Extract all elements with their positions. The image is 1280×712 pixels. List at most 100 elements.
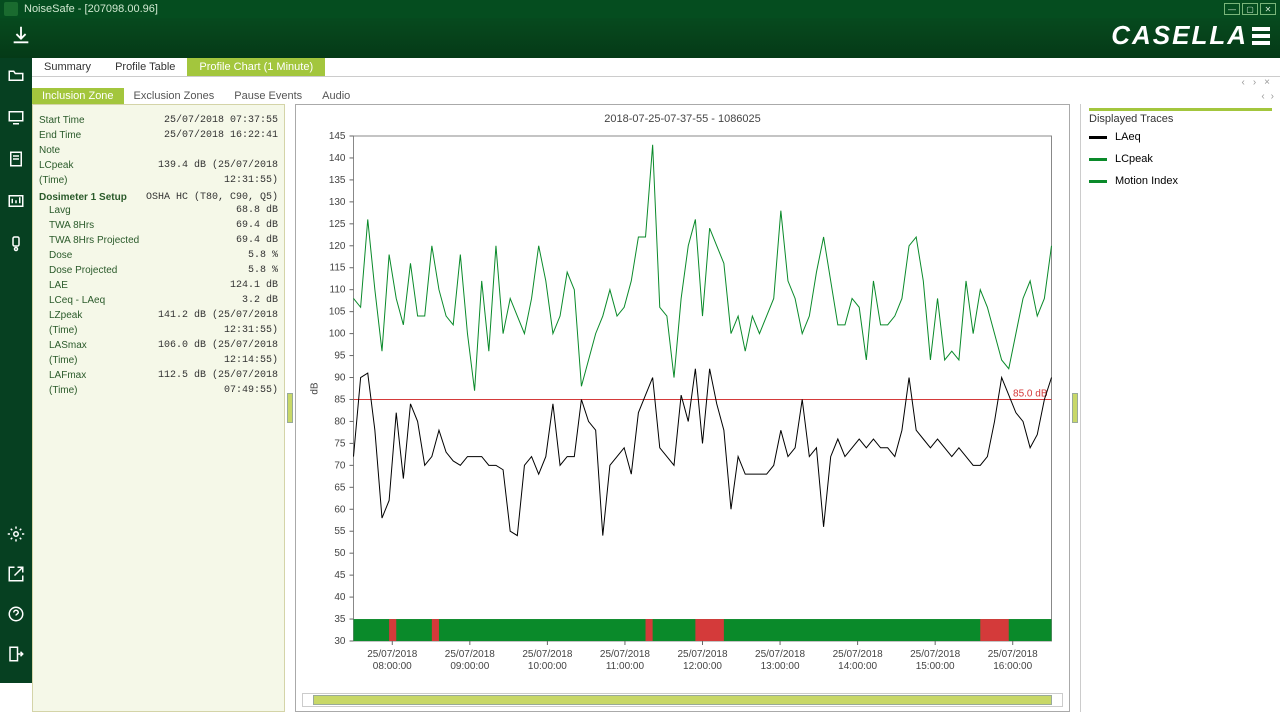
info-row: LCeq - LAeq3.2 dB <box>39 293 278 308</box>
chart-x-scrollbar[interactable] <box>302 693 1063 707</box>
trace-label: LCpeak <box>1115 153 1153 165</box>
svg-text:45: 45 <box>334 570 346 581</box>
svg-text:25/07/2018: 25/07/2018 <box>677 649 727 660</box>
svg-text:11:00:00: 11:00:00 <box>606 661 645 672</box>
svg-text:35: 35 <box>334 614 346 625</box>
tab-profile-table[interactable]: Profile Table <box>103 58 187 76</box>
svg-text:25/07/2018: 25/07/2018 <box>445 649 495 660</box>
svg-text:110: 110 <box>330 285 346 296</box>
info-section-heading: Dosimeter 1 SetupOSHA HC (T80, C90, Q5) <box>39 192 278 203</box>
sub-tabs: Inclusion ZoneExclusion ZonesPause Event… <box>32 88 1280 104</box>
tab-prev-icon[interactable]: ‹ <box>1241 77 1244 88</box>
svg-text:115: 115 <box>330 263 346 274</box>
svg-text:65: 65 <box>334 482 346 493</box>
trace-swatch <box>1089 180 1107 183</box>
svg-text:145: 145 <box>329 131 346 142</box>
nav-export-icon[interactable] <box>7 565 25 583</box>
subtab-exclusion-zones[interactable]: Exclusion Zones <box>124 88 225 104</box>
subtab-inclusion-zone[interactable]: Inclusion Zone <box>32 88 124 104</box>
trace-swatch <box>1089 136 1107 139</box>
subtab-prev-icon[interactable]: ‹ <box>1261 91 1264 102</box>
svg-text:30: 30 <box>334 636 346 647</box>
trace-label: LAeq <box>1115 131 1141 143</box>
app-icon <box>4 2 18 16</box>
profile-chart[interactable]: 3035404550556065707580859095100105110115… <box>302 131 1063 691</box>
traces-panel: Displayed Traces LAeq LCpeak Motion Index <box>1080 104 1280 712</box>
chart-y-slider-right[interactable] <box>1070 104 1080 712</box>
svg-text:40: 40 <box>334 592 346 603</box>
svg-text:25/07/2018: 25/07/2018 <box>522 649 572 660</box>
svg-text:135: 135 <box>329 175 346 186</box>
tab-summary[interactable]: Summary <box>32 58 103 76</box>
svg-text:60: 60 <box>334 504 346 515</box>
svg-text:12:00:00: 12:00:00 <box>683 661 722 672</box>
trace-swatch <box>1089 158 1107 161</box>
svg-text:15:00:00: 15:00:00 <box>916 661 955 672</box>
chart-title: 2018-07-25-07-37-55 - 1086025 <box>302 109 1063 131</box>
svg-text:75: 75 <box>334 438 346 449</box>
brand-logo: CASELLA <box>1111 20 1270 51</box>
info-row: LCpeak (Time)139.4 dB (25/07/2018 12:31:… <box>39 158 278 188</box>
info-row: LASmax (Time)106.0 dB (25/07/2018 12:14:… <box>39 338 278 368</box>
chart-y-slider-left[interactable] <box>285 104 295 712</box>
trace-item[interactable]: LCpeak <box>1089 153 1272 165</box>
title-bar: NoiseSafe - [207098.00.96] — ▢ ✕ <box>0 0 1280 18</box>
svg-text:14:00:00: 14:00:00 <box>838 661 877 672</box>
svg-text:25/07/2018: 25/07/2018 <box>367 649 417 660</box>
tab-next-icon[interactable]: › <box>1253 77 1256 88</box>
subtab-next-icon[interactable]: › <box>1271 91 1274 102</box>
svg-text:100: 100 <box>329 329 346 340</box>
svg-text:55: 55 <box>334 526 346 537</box>
svg-text:25/07/2018: 25/07/2018 <box>755 649 805 660</box>
svg-text:25/07/2018: 25/07/2018 <box>833 649 883 660</box>
close-button[interactable]: ✕ <box>1260 3 1276 15</box>
svg-text:85: 85 <box>334 394 346 405</box>
trace-item[interactable]: LAeq <box>1089 131 1272 143</box>
nav-help-icon[interactable] <box>7 605 25 623</box>
svg-text:125: 125 <box>329 219 346 230</box>
svg-text:105: 105 <box>329 307 346 318</box>
info-row: Start Time25/07/2018 07:37:55 <box>39 113 278 128</box>
tab-profile-chart-1-minute-[interactable]: Profile Chart (1 Minute) <box>187 58 325 76</box>
nav-device-icon[interactable] <box>7 234 25 252</box>
nav-exit-icon[interactable] <box>7 645 25 663</box>
nav-display-icon[interactable] <box>7 108 25 126</box>
download-icon[interactable] <box>10 24 32 52</box>
traces-heading: Displayed Traces <box>1089 108 1272 125</box>
trace-item[interactable]: Motion Index <box>1089 175 1272 187</box>
svg-text:13:00:00: 13:00:00 <box>761 661 800 672</box>
info-row: LZpeak (Time)141.2 dB (25/07/2018 12:31:… <box>39 308 278 338</box>
nav-folder-icon[interactable] <box>7 66 25 84</box>
svg-text:85.0 dB: 85.0 dB <box>1013 388 1048 399</box>
chart-container: 2018-07-25-07-37-55 - 1086025 3035404550… <box>295 104 1070 712</box>
nav-doc-icon[interactable] <box>7 150 25 168</box>
left-nav <box>0 58 32 683</box>
svg-text:09:00:00: 09:00:00 <box>450 661 489 672</box>
tab-controls: ‹ › × <box>32 77 1280 88</box>
svg-text:90: 90 <box>334 373 346 384</box>
subtab-audio[interactable]: Audio <box>312 88 360 104</box>
svg-text:130: 130 <box>329 197 346 208</box>
svg-text:08:00:00: 08:00:00 <box>373 661 412 672</box>
minimize-button[interactable]: — <box>1224 3 1240 15</box>
svg-text:80: 80 <box>334 416 346 427</box>
svg-text:140: 140 <box>329 153 346 164</box>
trace-label: Motion Index <box>1115 175 1178 187</box>
info-row: Lavg68.8 dB <box>39 203 278 218</box>
info-row: Dose5.8 % <box>39 248 278 263</box>
tab-close-icon[interactable]: × <box>1264 77 1270 88</box>
nav-chart-icon[interactable] <box>7 192 25 210</box>
info-row: Note <box>39 143 278 158</box>
maximize-button[interactable]: ▢ <box>1242 3 1258 15</box>
info-row: TWA 8Hrs69.4 dB <box>39 218 278 233</box>
info-row: Dose Projected5.8 % <box>39 263 278 278</box>
info-row: LAFmax (Time)112.5 dB (25/07/2018 07:49:… <box>39 368 278 398</box>
info-row: TWA 8Hrs Projected69.4 dB <box>39 233 278 248</box>
nav-settings-icon[interactable] <box>7 525 25 543</box>
svg-text:10:00:00: 10:00:00 <box>528 661 567 672</box>
svg-text:95: 95 <box>334 351 346 362</box>
subtab-pause-events[interactable]: Pause Events <box>224 88 312 104</box>
window-title: NoiseSafe - [207098.00.96] <box>24 3 158 15</box>
info-row: End Time25/07/2018 16:22:41 <box>39 128 278 143</box>
info-row: LAE124.1 dB <box>39 278 278 293</box>
